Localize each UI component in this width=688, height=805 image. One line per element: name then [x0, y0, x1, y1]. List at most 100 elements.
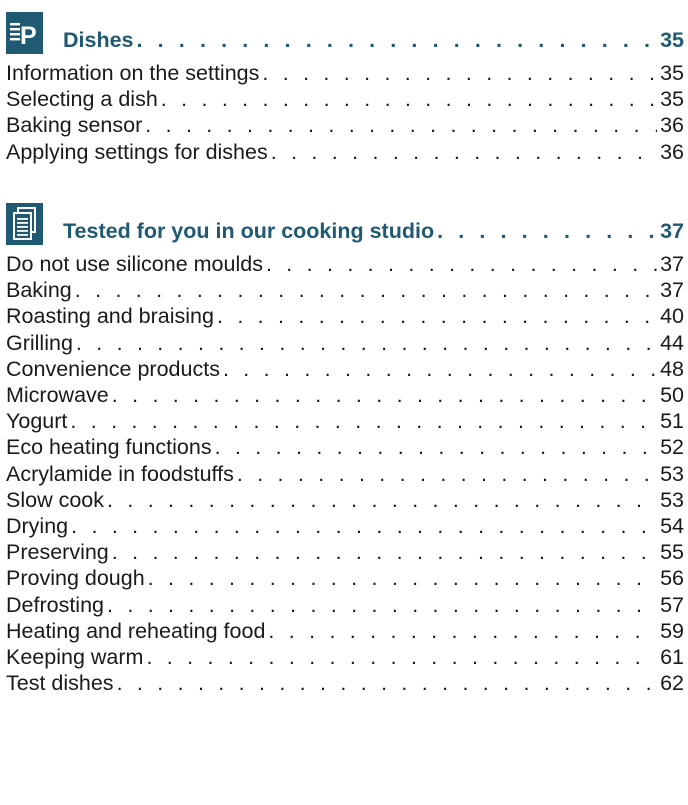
entry-label: Keeping warm — [6, 645, 144, 670]
toc-section-heading: P Dishes 35 — [6, 12, 684, 54]
entry-label: Defrosting — [6, 592, 104, 617]
entry-page-number: 36 — [660, 113, 684, 138]
entry-page-number: 53 — [660, 487, 684, 512]
entry-label: Baking — [6, 278, 72, 303]
entry-label: Preserving — [6, 540, 109, 565]
programme-p-icon: P — [6, 12, 43, 54]
entry-page-number: 52 — [660, 435, 684, 460]
dot-leader — [262, 60, 657, 86]
toc-heading-row[interactable]: Tested for you in our cooking studio 37 — [63, 217, 684, 245]
entry-label: Test dishes — [6, 671, 114, 696]
entry-label: Slow cook — [6, 487, 104, 512]
entry-label: Drying — [6, 514, 69, 539]
toc-entry[interactable]: Baking sensor 36 — [6, 112, 684, 138]
document-pages-icon — [6, 203, 43, 245]
toc-entry[interactable]: Preserving 55 — [6, 539, 684, 565]
toc-entry[interactable]: Grilling 44 — [6, 330, 684, 356]
entry-label: Do not use silicone moulds — [6, 252, 263, 276]
toc-entry[interactable]: Heating and reheating food 59 — [6, 618, 684, 644]
dot-leader — [237, 461, 657, 487]
toc-entry[interactable]: Acrylamide in foodstuffs 53 — [6, 461, 684, 487]
dot-leader — [161, 86, 657, 112]
toc-entry[interactable]: Applying settings for dishes 36 — [6, 139, 684, 165]
toc-entry[interactable]: Microwave 50 — [6, 382, 684, 408]
toc-heading-row[interactable]: Dishes 35 — [63, 26, 684, 54]
entry-page-number: 62 — [660, 671, 684, 696]
toc-section-dishes: P Dishes 35 Information on the settings 3… — [6, 12, 684, 165]
entry-page-number: 44 — [660, 330, 684, 355]
dot-leader — [112, 382, 657, 408]
toc-entries: Do not use silicone moulds 37 Baking 37 Ro… — [6, 251, 684, 696]
dot-leader — [215, 434, 657, 460]
toc-entry[interactable]: Keeping warm 61 — [6, 644, 684, 670]
toc-section-heading: Tested for you in our cooking studio 37 — [6, 203, 684, 245]
entry-label: Information on the settings — [6, 61, 260, 85]
section-page-number: 35 — [660, 28, 684, 52]
dot-leader — [148, 565, 657, 591]
toc-entry[interactable]: Proving dough 56 — [6, 565, 684, 591]
entry-page-number: 57 — [660, 592, 684, 617]
dot-leader — [223, 356, 657, 382]
entry-page-number: 36 — [660, 139, 684, 164]
entry-page-number: 61 — [660, 645, 684, 670]
entry-label: Proving dough — [6, 566, 145, 591]
entry-label: Microwave — [6, 383, 109, 408]
toc-entry[interactable]: Test dishes 62 — [6, 670, 684, 696]
toc-entry[interactable]: Convenience products 48 — [6, 356, 684, 382]
entry-label: Roasting and braising — [6, 304, 214, 329]
entry-label: Acrylamide in foodstuffs — [6, 461, 234, 486]
entry-label: Yogurt — [6, 409, 68, 434]
toc-entries: Information on the settings 35 Selecting … — [6, 60, 684, 165]
entry-page-number: 55 — [660, 540, 684, 565]
entry-page-number: 35 — [660, 61, 684, 85]
entry-label: Eco heating functions — [6, 435, 212, 460]
entry-page-number: 59 — [660, 618, 684, 643]
dot-leader — [146, 644, 657, 670]
dot-leader — [437, 217, 657, 245]
toc-entry[interactable]: Information on the settings 35 — [6, 60, 684, 86]
entry-page-number: 51 — [660, 409, 684, 434]
toc-entry[interactable]: Yogurt 51 — [6, 408, 684, 434]
entry-page-number: 48 — [660, 356, 684, 381]
dot-leader — [217, 303, 657, 329]
icon-letter: P — [20, 22, 37, 50]
dot-leader — [145, 112, 657, 138]
dot-leader — [266, 251, 657, 277]
toc-entry[interactable]: Defrosting 57 — [6, 592, 684, 618]
section-title: Dishes — [63, 28, 134, 52]
entry-page-number: 37 — [660, 278, 684, 303]
dot-leader — [137, 26, 658, 54]
entry-label: Selecting a dish — [6, 87, 158, 112]
entry-page-number: 40 — [660, 304, 684, 329]
toc-entry[interactable]: Roasting and braising 40 — [6, 303, 684, 329]
dot-leader — [112, 539, 657, 565]
entry-label: Heating and reheating food — [6, 618, 266, 643]
toc-entry[interactable]: Slow cook 53 — [6, 487, 684, 513]
entry-page-number: 50 — [660, 383, 684, 408]
dot-leader — [271, 139, 657, 165]
dot-leader — [75, 277, 657, 303]
dot-leader — [107, 487, 657, 513]
toc-entry[interactable]: Selecting a dish 35 — [6, 86, 684, 112]
section-page-number: 37 — [660, 219, 684, 243]
entry-page-number: 37 — [660, 252, 684, 276]
dot-leader — [70, 408, 657, 434]
dot-leader — [107, 592, 657, 618]
entry-page-number: 56 — [660, 566, 684, 591]
toc-entry[interactable]: Eco heating functions 52 — [6, 434, 684, 460]
entry-page-number: 35 — [660, 87, 684, 112]
entry-label: Applying settings for dishes — [6, 139, 268, 164]
section-title: Tested for you in our cooking studio — [63, 219, 435, 243]
dot-leader — [268, 618, 657, 644]
dot-leader — [117, 670, 658, 696]
entry-page-number: 54 — [660, 514, 684, 539]
entry-label: Grilling — [6, 330, 73, 355]
toc-section-tested: Tested for you in our cooking studio 37 … — [6, 203, 684, 696]
entry-page-number: 53 — [660, 461, 684, 486]
toc-entry[interactable]: Drying 54 — [6, 513, 684, 539]
toc-entry[interactable]: Do not use silicone moulds 37 — [6, 251, 684, 277]
entry-label: Baking sensor — [6, 113, 143, 138]
toc-entry[interactable]: Baking 37 — [6, 277, 684, 303]
dot-leader — [71, 513, 657, 539]
dot-leader — [76, 330, 657, 356]
